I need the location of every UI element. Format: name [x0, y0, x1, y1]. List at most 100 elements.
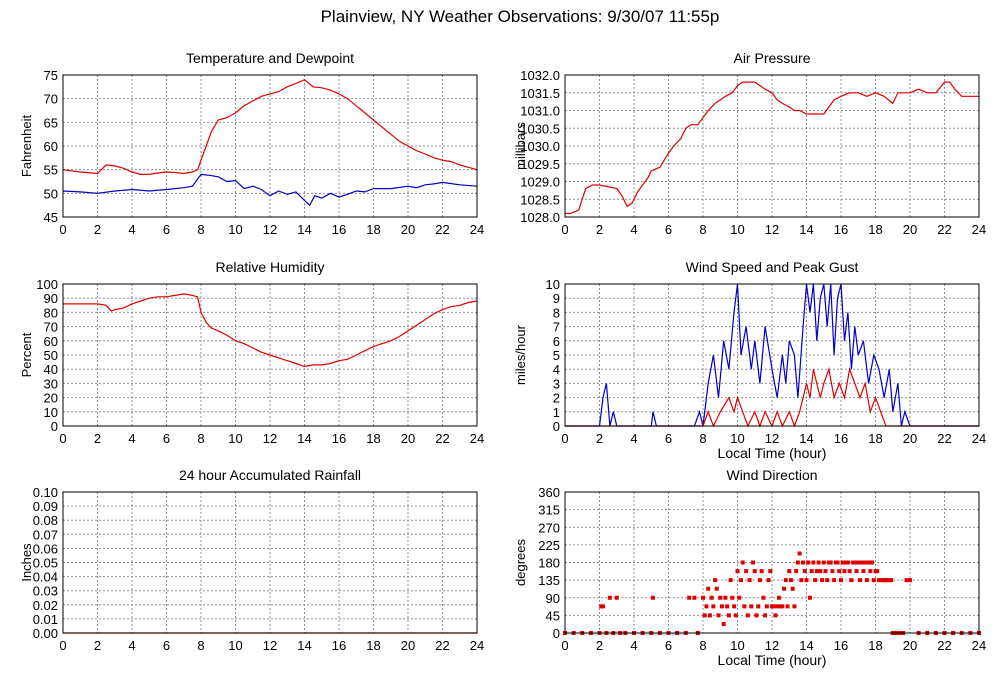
x-tick-label: 20 [401, 431, 415, 446]
x-tick-label: 20 [903, 638, 917, 653]
x-tick-label: 2 [94, 431, 101, 446]
series-line-red [565, 366, 979, 428]
x-tick-label: 0 [561, 638, 568, 653]
y-tick-label: 0 [553, 626, 560, 641]
x-tick-label: 0 [59, 431, 66, 446]
x-tick-label: 12 [263, 638, 277, 653]
y-tick-label: 1029.0 [520, 175, 560, 190]
x-tick-label: 16 [332, 222, 346, 237]
y-tick-label: 270 [538, 520, 560, 535]
data-point [732, 604, 737, 609]
series-line-red [63, 293, 478, 368]
chart-rainfall: 0 2 4 6 8 10 12 14 16 18 20 22 240.000.010.020.030.0… [19, 467, 484, 653]
data-point [757, 578, 762, 583]
x-tick-label: 16 [332, 638, 346, 653]
data-point [837, 569, 842, 574]
x-tick-label: 22 [435, 431, 449, 446]
data-point [709, 595, 714, 600]
x-tick-label: 0 [561, 222, 568, 237]
y-tick-label: 1032.0 [520, 68, 560, 83]
data-point [782, 586, 787, 591]
y-tick-label: 60 [44, 139, 58, 154]
chart-pressure: 0 2 4 6 8 10 12 14 16 18 20 22 241028.01028.51029.01… [513, 50, 986, 237]
y-axis-label: miles/hour [513, 324, 528, 385]
x-tick-label: 4 [128, 431, 135, 446]
data-point [780, 604, 785, 609]
chart-temperature: 0 2 4 6 8 10 12 14 16 18 20 22 2445505560657075Tempe… [19, 50, 484, 237]
data-point [776, 595, 781, 600]
y-tick-label: 9 [553, 291, 560, 306]
y-tick-label: 360 [538, 485, 560, 500]
y-axis-label: Inches [19, 543, 34, 582]
x-tick-label: 22 [435, 638, 449, 653]
data-point [692, 595, 697, 600]
data-point [828, 560, 833, 565]
data-point [707, 613, 712, 618]
data-point [842, 569, 847, 574]
data-point [744, 569, 749, 574]
x-tick-label: 24 [972, 222, 986, 237]
chart-wind-direction: 0 2 4 6 8 10 12 14 16 18 20 22 240459013518022527031… [513, 467, 986, 668]
y-tick-label: 4 [553, 362, 560, 377]
y-tick-label: 7 [553, 320, 560, 335]
data-point [864, 578, 869, 583]
data-point [806, 560, 811, 565]
y-tick-label: 0.09 [33, 499, 58, 514]
x-tick-label: 22 [435, 222, 449, 237]
y-tick-label: 3 [553, 376, 560, 391]
y-tick-label: 1029.5 [520, 157, 560, 172]
data-point [792, 604, 797, 609]
data-point [813, 578, 818, 583]
x-tick-label: 14 [799, 431, 813, 446]
data-point [761, 595, 766, 600]
plot-frame [564, 283, 980, 427]
data-point [788, 578, 793, 583]
data-point [908, 578, 912, 583]
x-tick-label: 2 [94, 638, 101, 653]
data-point [759, 569, 764, 574]
data-point [857, 578, 862, 583]
x-tick-label: 24 [470, 638, 484, 653]
x-tick-label: 20 [401, 222, 415, 237]
x-tick-label: 16 [834, 222, 848, 237]
x-tick-label: 18 [366, 431, 380, 446]
y-tick-label: 5 [553, 348, 560, 363]
data-point [797, 551, 802, 556]
data-point [735, 569, 740, 574]
data-point [607, 595, 612, 600]
data-point [845, 560, 850, 565]
y-tick-label: 45 [44, 210, 58, 225]
data-point [787, 569, 792, 574]
x-axis-label: Local Time (hour) [718, 652, 827, 668]
data-point [794, 569, 799, 574]
data-point [852, 560, 857, 565]
y-axis-label: millibars [513, 122, 528, 170]
data-point [859, 560, 864, 565]
y-tick-label: 50 [44, 186, 58, 201]
data-point [737, 595, 742, 600]
data-point [745, 613, 750, 618]
y-tick-label: 1028.0 [520, 210, 560, 225]
x-tick-label: 16 [834, 431, 848, 446]
data-point [725, 604, 730, 609]
data-point [830, 569, 835, 574]
x-tick-label: 6 [163, 431, 170, 446]
x-tick-label: 4 [128, 222, 135, 237]
data-point [790, 586, 795, 591]
y-tick-label: 180 [538, 556, 560, 571]
x-tick-label: 14 [297, 431, 311, 446]
y-tick-label: 1 [553, 405, 560, 420]
x-tick-label: 24 [470, 222, 484, 237]
data-point [775, 604, 780, 609]
x-tick-label: 24 [470, 431, 484, 446]
x-tick-label: 20 [903, 222, 917, 237]
data-point [756, 604, 761, 609]
data-point [733, 613, 738, 618]
x-tick-label: 4 [630, 431, 637, 446]
y-tick-label: 90 [44, 291, 58, 306]
y-tick-label: 0.02 [33, 598, 58, 613]
chart-title: 24 hour Accumulated Rainfall [179, 467, 361, 483]
data-point [728, 578, 733, 583]
data-point [687, 595, 692, 600]
